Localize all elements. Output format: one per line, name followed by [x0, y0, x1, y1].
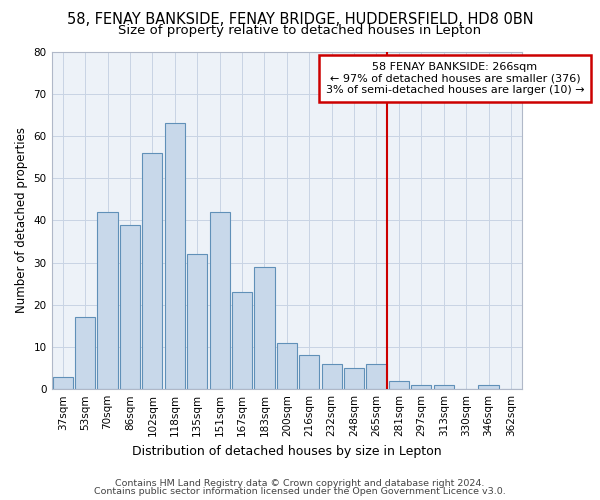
Text: 58, FENAY BANKSIDE, FENAY BRIDGE, HUDDERSFIELD, HD8 0BN: 58, FENAY BANKSIDE, FENAY BRIDGE, HUDDER…	[67, 12, 533, 28]
Text: Size of property relative to detached houses in Lepton: Size of property relative to detached ho…	[118, 24, 482, 37]
Text: 58 FENAY BANKSIDE: 266sqm
← 97% of detached houses are smaller (376)
3% of semi-: 58 FENAY BANKSIDE: 266sqm ← 97% of detac…	[326, 62, 584, 96]
Bar	[232, 292, 252, 389]
Bar	[344, 368, 364, 389]
Bar	[478, 385, 499, 389]
Bar	[367, 364, 386, 389]
Bar	[277, 342, 297, 389]
Bar	[254, 267, 275, 389]
Bar	[434, 385, 454, 389]
Bar	[120, 224, 140, 389]
Bar	[187, 254, 207, 389]
Y-axis label: Number of detached properties: Number of detached properties	[15, 128, 28, 314]
Bar	[209, 212, 230, 389]
Bar	[389, 380, 409, 389]
Bar	[299, 356, 319, 389]
Bar	[142, 153, 163, 389]
Bar	[53, 376, 73, 389]
Text: Contains public sector information licensed under the Open Government Licence v3: Contains public sector information licen…	[94, 487, 506, 496]
Bar	[97, 212, 118, 389]
Bar	[165, 124, 185, 389]
Bar	[322, 364, 342, 389]
Bar	[75, 318, 95, 389]
Bar	[411, 385, 431, 389]
X-axis label: Distribution of detached houses by size in Lepton: Distribution of detached houses by size …	[132, 444, 442, 458]
Text: Contains HM Land Registry data © Crown copyright and database right 2024.: Contains HM Land Registry data © Crown c…	[115, 478, 485, 488]
